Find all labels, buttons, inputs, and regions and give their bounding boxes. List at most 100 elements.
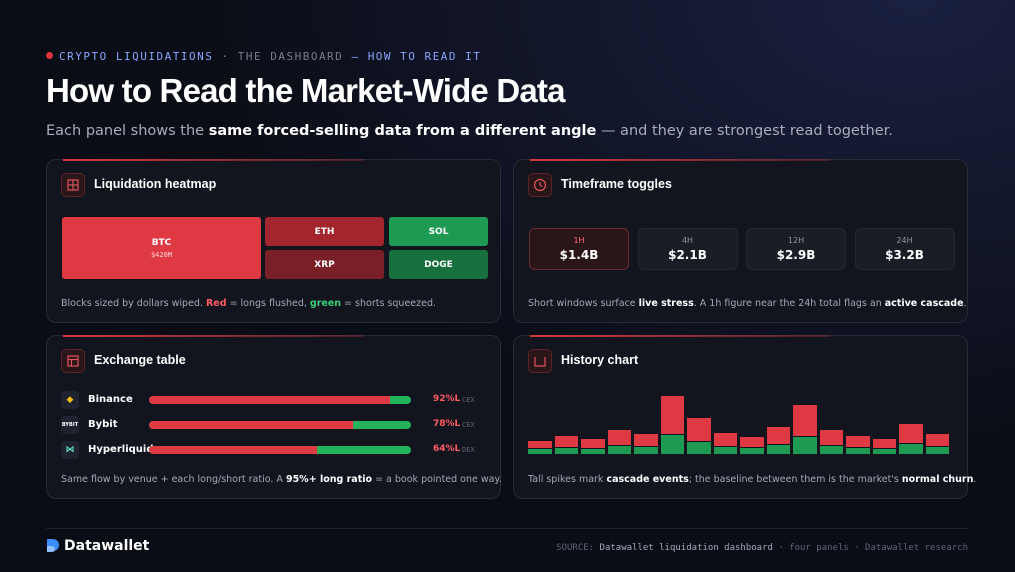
- history-panel: History chart Tall spikes mark cascade e…: [513, 335, 976, 499]
- exchange-name: Binance: [88, 394, 133, 405]
- exchange-name: Bybit: [88, 419, 118, 430]
- panel-icon: [528, 349, 552, 373]
- shorts-bar: [554, 448, 578, 454]
- timeframe-tab[interactable]: 4H $2.1B: [637, 228, 738, 270]
- tab-label: 12H: [787, 236, 805, 245]
- block-label: BTC: [151, 237, 172, 248]
- block-label: ETH: [314, 226, 335, 237]
- shorts-bar: [872, 449, 896, 454]
- caption: Same flow by venue + each long/short rat…: [61, 474, 502, 485]
- brand: Datawallet: [46, 538, 149, 554]
- longs-bar: [554, 436, 578, 447]
- table-icon: [67, 355, 79, 367]
- long-ratio-bar: [149, 396, 391, 404]
- heatmap-block: ETH: [265, 217, 384, 246]
- longs-bar: [581, 439, 605, 448]
- chart-icon: [534, 357, 546, 367]
- tab-label: 4H: [681, 236, 694, 245]
- caption-text: .: [963, 298, 967, 309]
- panel-title: Exchange table: [94, 353, 186, 367]
- timeframe-panel: Timeframe toggles Short windows surface …: [513, 159, 968, 323]
- brand-name: Datawallet: [64, 538, 150, 554]
- caption-text: Short windows surface: [528, 298, 639, 309]
- longs-bar: [872, 439, 896, 448]
- caption-text: . A 1h figure near the 24h total flags a…: [693, 298, 885, 309]
- shorts-bar: [687, 442, 711, 454]
- shorts-bar: [846, 448, 870, 454]
- subtitle-emphasis: same forced-selling data from a differen…: [208, 123, 597, 139]
- timeframe-tab[interactable]: 1H $1.4B: [529, 228, 629, 270]
- longs-bar: [740, 437, 764, 447]
- caption-text: Same flow by venue + each long/short rat…: [61, 474, 286, 485]
- venue-kind: CEX: [462, 421, 475, 429]
- subtitle: Each panel shows the same forced-selling…: [46, 123, 893, 139]
- tab-value: $1.4B: [559, 248, 599, 262]
- block-sublabel: $420M: [150, 250, 173, 259]
- ratio-label: 78%L: [433, 419, 461, 429]
- caption-emphasis: active cascade: [884, 298, 964, 309]
- shorts-bar: [793, 437, 817, 454]
- heatmap-panel: Liquidation heatmap Blocks sized by doll…: [46, 159, 501, 323]
- shorts-bar: [766, 445, 790, 454]
- shorts-bar: [581, 449, 605, 454]
- shorts-bar: [899, 444, 923, 454]
- longs-bar: [925, 434, 949, 446]
- timeframe-tab[interactable]: 12H $2.9B: [746, 228, 846, 270]
- caption: Short windows surface live stress. A 1h …: [528, 298, 967, 309]
- caption-red: Red: [205, 298, 227, 309]
- tab-value: $3.2B: [885, 248, 924, 262]
- subtitle-text: — and they are strongest read together.: [596, 123, 893, 139]
- longs-bar: [846, 436, 870, 447]
- venue-kind: DEX: [462, 446, 475, 454]
- timeframe-tab[interactable]: 24H $3.2B: [854, 228, 955, 270]
- heatmap-block: XRP: [265, 250, 384, 279]
- shorts-bar: [713, 447, 737, 454]
- tab-label: 1H: [573, 236, 585, 245]
- exchange-name: Hyperliquid: [88, 444, 154, 455]
- block-label: DOGE: [424, 259, 453, 270]
- footer-rule: [46, 528, 968, 529]
- caption-text: ; the baseline between them is the marke…: [688, 474, 902, 485]
- caption-text: Blocks sized by dollars wiped.: [61, 298, 206, 309]
- longs-bar: [819, 430, 843, 445]
- source-text: · four panels · Datawallet research: [772, 543, 968, 553]
- kicker-text: HOW TO READ IT: [367, 50, 482, 63]
- long-ratio-bar: [149, 446, 317, 454]
- ratio-label: 64%L: [433, 444, 461, 454]
- longs-bar: [713, 433, 737, 446]
- shorts-bar: [740, 448, 764, 454]
- kicker-text: —: [351, 50, 360, 63]
- grid-icon: [67, 179, 79, 191]
- block-label: XRP: [314, 259, 335, 270]
- caption-emphasis: 95%+ long ratio: [285, 474, 373, 485]
- longs-bar: [528, 441, 552, 448]
- caption-emphasis: cascade events: [606, 474, 689, 485]
- ratio-track: [149, 446, 411, 454]
- caption-text: Tall spikes mark: [528, 474, 607, 485]
- kicker-text: CRYPTO LIQUIDATIONS: [59, 50, 214, 63]
- live-dot: [46, 52, 53, 59]
- caption-emphasis: live stress: [638, 298, 694, 309]
- panel-icon: [61, 173, 85, 197]
- heatmap-block: DOGE: [389, 250, 488, 279]
- longs-bar: [899, 424, 923, 443]
- caption: Tall spikes mark cascade events; the bas…: [528, 474, 976, 485]
- source: SOURCE: Datawallet liquidation dashboard…: [556, 543, 968, 553]
- caption-text: .: [973, 474, 977, 485]
- source-text: SOURCE:: [556, 543, 600, 553]
- exchange-icon: ⋈: [61, 441, 79, 459]
- tab-value: $2.9B: [776, 248, 816, 262]
- block-label: SOL: [428, 226, 449, 237]
- exchange-icon: ◆: [61, 391, 79, 409]
- exchange-panel: Exchange table Same flow by venue + each…: [46, 335, 502, 499]
- shorts-bar: [607, 446, 631, 454]
- shorts-bar: [634, 447, 658, 454]
- ratio-track: [149, 421, 411, 429]
- tab-label: 24H: [896, 236, 913, 245]
- longs-bar: [687, 418, 711, 441]
- longs-bar: [607, 430, 631, 445]
- clock-icon: [533, 178, 547, 192]
- ratio-track: [149, 396, 411, 404]
- kicker: CRYPTO LIQUIDATIONS · THE DASHBOARD — HO…: [46, 50, 481, 63]
